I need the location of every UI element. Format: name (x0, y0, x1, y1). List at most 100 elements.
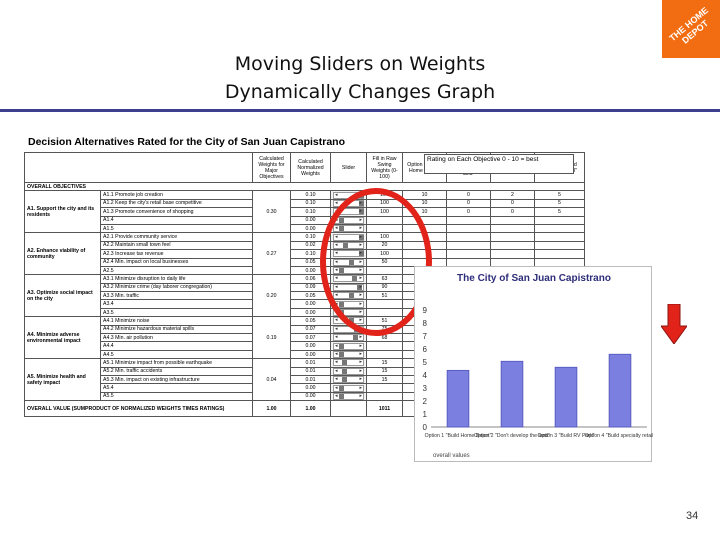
rating-option-4[interactable]: 5 (534, 207, 585, 217)
major-weight: 0.20 (252, 274, 291, 318)
x-axis-label: overall values (433, 453, 470, 459)
major-weight: 0.04 (252, 358, 291, 402)
sub-objective-label: A2.3 Increase tax revenue (100, 249, 253, 259)
slider-track[interactable] (333, 334, 364, 341)
weight-slider[interactable] (330, 391, 367, 402)
sub-objective-label: A1.4 (100, 215, 253, 225)
weight-slider[interactable] (330, 341, 367, 351)
overall-value-label: OVERALL VALUE (SUMPRODUCT OF NORMALIZED … (24, 400, 253, 418)
overall-objectives-label: OVERALL OBJECTIVES (24, 181, 585, 192)
category-label: Option 2 "Don't develop the land" (474, 433, 550, 439)
raw-swing-weight-input[interactable] (366, 349, 403, 360)
table-row: A1.5 0.00 (25, 223, 585, 234)
overall-norm: 1.00 (290, 400, 331, 418)
slider-track[interactable] (333, 368, 364, 375)
normalized-weight: 0.01 (290, 358, 331, 368)
slider-handle[interactable] (352, 335, 358, 341)
slider-track[interactable] (333, 359, 364, 367)
y-tick-label: 3 (423, 384, 428, 393)
sub-objective-label: A3.2 Minimize crime (day laborer congreg… (100, 282, 253, 293)
normalized-weight: 0.07 (290, 333, 331, 343)
rating-option-3[interactable] (490, 215, 535, 225)
raw-swing-weight-input[interactable]: 15 (366, 358, 403, 368)
normalized-weight: 0.00 (290, 349, 331, 360)
rating-option-2[interactable] (446, 249, 491, 259)
sub-objective-label: A5.1 Minimize impact from possible earth… (100, 358, 253, 368)
down-arrow-icon (661, 304, 687, 344)
rating-option-4[interactable]: 5 (534, 190, 585, 200)
raw-swing-weight-input[interactable] (366, 391, 403, 402)
header-blank (24, 152, 253, 183)
slider-highlight-circle (320, 188, 432, 336)
slider-track[interactable] (333, 393, 364, 400)
weight-slider[interactable] (330, 366, 367, 377)
spreadsheet: Calculated Weights for Major Objectives C… (24, 152, 585, 494)
rating-option-3[interactable] (490, 232, 535, 242)
rating-option-3[interactable] (490, 249, 535, 259)
slider-handle[interactable] (342, 368, 347, 374)
rating-option-4[interactable] (534, 215, 585, 225)
rating-option-2[interactable]: 0 (446, 190, 491, 200)
rating-option-4[interactable]: 5 (534, 198, 585, 209)
raw-swing-weight-input[interactable]: 15 (366, 374, 403, 385)
weight-slider[interactable] (330, 358, 367, 368)
weight-slider[interactable] (330, 383, 367, 393)
rating-option-3[interactable] (490, 223, 535, 234)
objective-name: A1. Support the city and its residents (24, 190, 101, 234)
rating-option-3[interactable]: 0 (490, 207, 535, 217)
rating-option-1[interactable]: 10 (402, 190, 447, 200)
raw-swing-weight-input[interactable]: 15 (366, 366, 403, 377)
rating-option-4[interactable] (534, 249, 585, 259)
rating-option-4[interactable] (534, 240, 585, 251)
category-label: Option 1 "Build Home Depot" (425, 433, 492, 439)
y-tick-label: 1 (423, 410, 428, 419)
rating-option-3[interactable] (490, 240, 535, 251)
table-row: A1. Support the city and its residents A1… (24, 190, 585, 234)
slider-handle[interactable] (339, 393, 344, 399)
major-weight: 0.30 (252, 190, 291, 234)
normalized-weight: 0.00 (290, 307, 331, 318)
slider-handle[interactable] (342, 377, 347, 383)
overall-weight: 1.00 (252, 400, 291, 418)
y-tick-label: 5 (423, 358, 428, 367)
raw-swing-weight-input[interactable] (366, 383, 403, 393)
rating-option-4[interactable] (534, 232, 585, 242)
sub-objective-label: A5.2 Min. traffic accidents (100, 366, 253, 377)
normalized-weight: 0.07 (290, 324, 331, 335)
rating-option-2[interactable] (446, 232, 491, 242)
rating-option-2[interactable] (446, 215, 491, 225)
home-depot-logo: THE HOME DEPOT (662, 0, 720, 58)
slide-title-line-2: Dynamically Changes Graph (224, 81, 496, 103)
weight-slider[interactable] (330, 374, 367, 385)
rating-option-3[interactable]: 2 (490, 190, 535, 200)
slider-track[interactable] (333, 342, 364, 350)
slider-track[interactable] (333, 376, 364, 383)
normalized-weight: 0.00 (290, 215, 331, 225)
objective-name: A3. Optimize social impact on the city (24, 274, 101, 318)
slider-handle[interactable] (339, 343, 344, 349)
raw-swing-weight-input[interactable] (366, 341, 403, 351)
rating-option-4[interactable] (534, 223, 585, 234)
rating-option-2[interactable]: 0 (446, 198, 491, 209)
sub-objective-label: A5.5 (100, 391, 253, 402)
table-row: A1.4 0.00 (25, 215, 585, 225)
sub-objective-label: A2.4 Min. impact on local businesses (100, 257, 253, 267)
slider-handle[interactable] (339, 385, 344, 391)
weight-slider[interactable] (330, 333, 367, 343)
slider-handle[interactable] (342, 360, 347, 366)
rating-option-2[interactable] (446, 240, 491, 251)
slider-track[interactable] (333, 384, 364, 392)
sub-objective-label: A4.5 (100, 349, 253, 360)
slider-track[interactable] (333, 351, 364, 358)
sub-objective-label: A1.3 Promote convenience of shopping (100, 207, 253, 217)
document-title: Decision Alternatives Rated for the City… (28, 136, 346, 148)
sub-objective-label: A1.5 (100, 223, 253, 234)
sub-objective-label: A1.2 Keep the city's retail base competi… (100, 198, 253, 209)
rating-option-2[interactable]: 0 (446, 207, 491, 217)
rating-option-2[interactable] (446, 223, 491, 234)
rating-option-3[interactable]: 0 (490, 198, 535, 209)
sub-objective-label: A5.4 (100, 383, 253, 393)
weight-slider[interactable] (330, 349, 367, 360)
slider-handle[interactable] (339, 352, 344, 357)
